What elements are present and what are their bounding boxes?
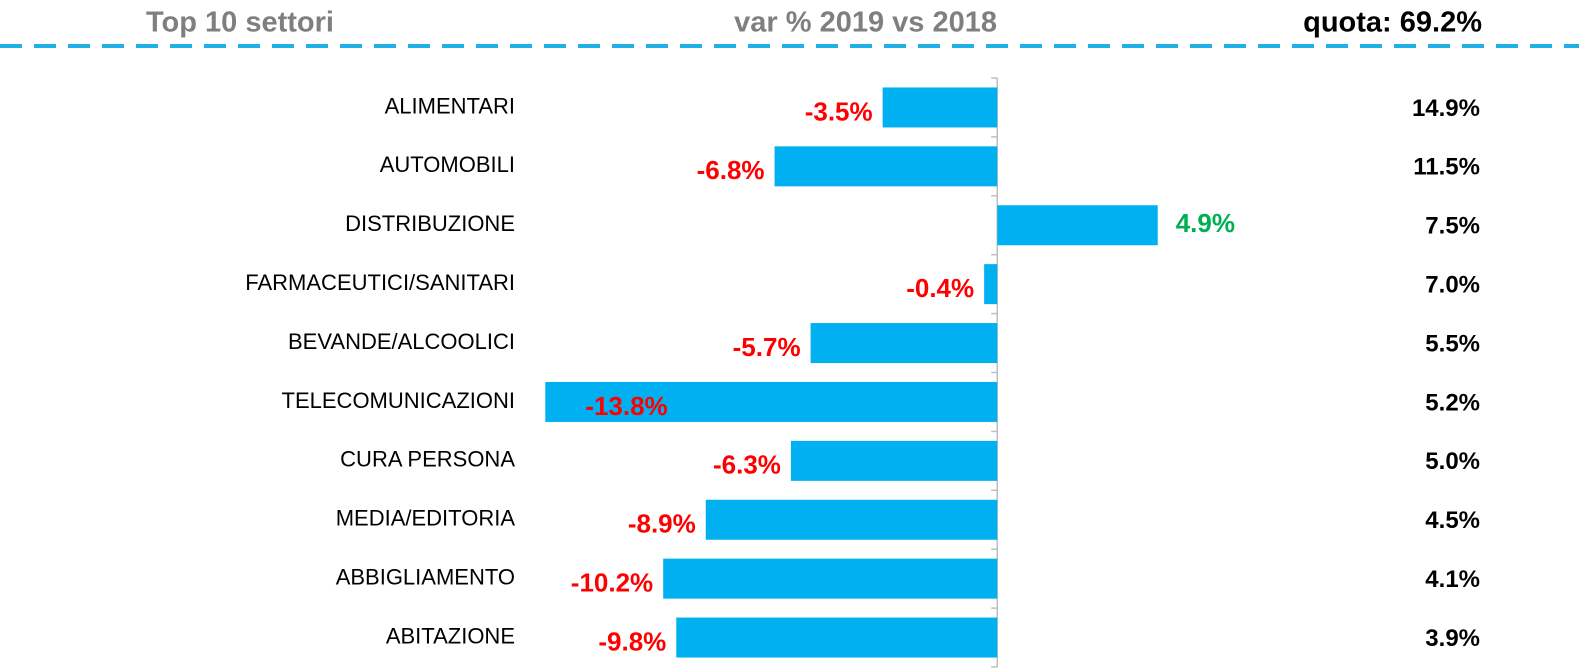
category-label: TELECOMUNICAZIONI [282,388,515,413]
category-label: AUTOMOBILI [380,152,515,177]
bar [705,499,998,540]
category-label: ALIMENTARI [385,93,515,118]
bar [790,440,998,481]
bar [545,381,998,422]
category-label: ABBIGLIAMENTO [336,564,515,589]
share-label: 11.5% [1413,154,1480,181]
category-label: ABITAZIONE [386,623,515,648]
value-label: -0.4% [906,273,974,303]
share-label: 3.9% [1425,625,1480,652]
category-label: BEVANDE/ALCOOLICI [288,329,515,354]
bar [882,87,998,128]
share-title: quota: 69.2% [1303,7,1482,39]
value-label: -3.5% [805,96,873,126]
chart-subtitle: var % 2019 vs 2018 [734,7,997,39]
category-label: DISTRIBUZIONE [345,211,515,236]
bar [997,205,1158,246]
share-label: 5.0% [1425,448,1480,475]
category-label: FARMACEUTICI/SANITARI [245,270,515,295]
value-label: -13.8% [585,391,667,421]
share-label: 4.5% [1425,507,1480,534]
bar [663,558,998,599]
share-label: 7.5% [1425,213,1480,240]
value-label: 4.9% [1176,208,1235,238]
value-label: -9.8% [598,626,666,656]
chart-title: Top 10 settori [146,7,334,39]
share-label: 7.0% [1425,271,1480,298]
bar [774,146,998,187]
value-label: -5.7% [733,332,801,362]
bar [676,617,998,658]
value-label: -8.9% [628,509,696,539]
value-label: -10.2% [571,568,653,598]
value-label: -6.3% [713,450,781,480]
bar [810,323,998,364]
value-label: -6.8% [697,155,765,185]
category-label: MEDIA/EDITORIA [336,506,516,531]
share-label: 4.1% [1425,566,1480,593]
share-label: 14.9% [1412,95,1480,122]
category-label: CURA PERSONA [340,447,515,472]
share-label: 5.2% [1425,389,1480,416]
share-label: 5.5% [1425,330,1480,357]
bar [984,264,998,305]
